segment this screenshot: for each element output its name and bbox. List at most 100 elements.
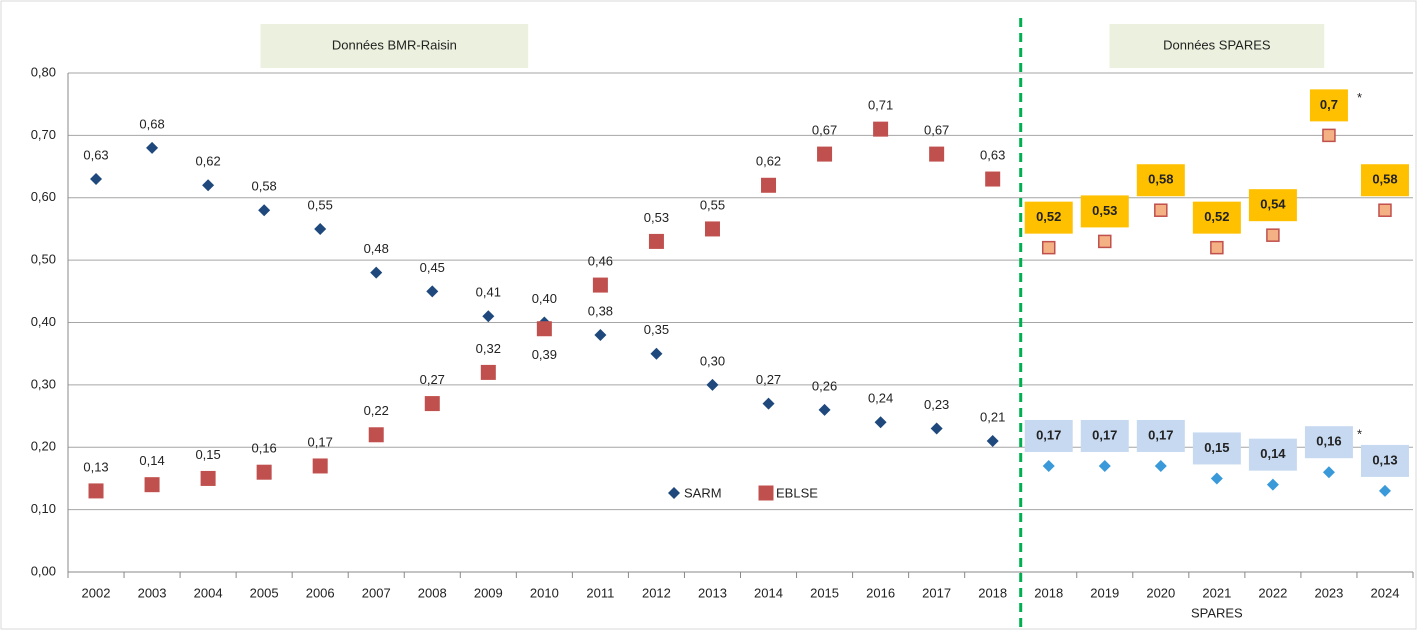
value-label: 0,62: [195, 154, 220, 169]
value-label: 0,53: [1092, 203, 1117, 218]
value-label: 0,46: [588, 254, 613, 269]
x-tick-label: 2013: [698, 585, 727, 600]
value-label: 0,23: [924, 397, 949, 412]
value-label: 0,15: [195, 447, 220, 462]
marker: [873, 121, 889, 137]
marker: [930, 422, 943, 435]
value-label: 0,27: [756, 372, 781, 387]
section-title: Données SPARES: [1163, 37, 1271, 52]
marker: [762, 397, 775, 410]
value-label: 0,55: [700, 197, 725, 212]
marker: [1154, 459, 1167, 472]
x-tick-label: 2023: [1314, 585, 1343, 600]
y-tick-label: 0,30: [31, 376, 56, 391]
marker: [426, 285, 439, 298]
value-label: 0,54: [1260, 197, 1286, 212]
value-label: 0,14: [139, 453, 164, 468]
x-tick-label: 2005: [250, 585, 279, 600]
section-subtitle: SPARES: [1191, 605, 1243, 620]
value-label-box: [1304, 426, 1353, 459]
y-tick-label: 0,60: [31, 189, 56, 204]
value-label: 0,53: [644, 210, 669, 225]
marker: [88, 483, 104, 499]
y-tick-label: 0,50: [31, 252, 56, 267]
marker: [594, 328, 607, 341]
value-label: 0,27: [420, 372, 445, 387]
marker: [1322, 128, 1336, 143]
marker: [761, 177, 777, 193]
marker: [144, 477, 160, 493]
value-label: 0,71: [868, 98, 893, 113]
value-label: 0,38: [588, 303, 613, 318]
annotation: *: [1357, 427, 1362, 442]
value-label: 0,17: [1036, 427, 1061, 442]
marker: [592, 277, 608, 293]
x-tick-label: 2015: [810, 585, 839, 600]
x-tick-label: 2022: [1258, 585, 1287, 600]
x-tick-label: 2012: [642, 585, 671, 600]
y-tick-label: 0,80: [31, 64, 56, 79]
value-label: 0,40: [532, 291, 557, 306]
x-tick-label: 2010: [530, 585, 559, 600]
value-label: 0,21: [980, 409, 1005, 424]
value-label: 0,55: [308, 197, 333, 212]
value-label: 0,35: [644, 322, 669, 337]
marker: [370, 266, 383, 279]
marker: [817, 146, 833, 162]
value-label-box: [1360, 444, 1409, 477]
marker: [202, 179, 215, 192]
section-title-box: [260, 24, 529, 68]
value-label: 0,13: [1372, 452, 1397, 467]
marker: [258, 204, 271, 217]
x-tick-label: 2009: [474, 585, 503, 600]
marker: [929, 146, 945, 162]
section-title: Données BMR-Raisin: [332, 37, 457, 52]
value-label-box: [1024, 201, 1073, 234]
value-label: 0,15: [1204, 440, 1229, 455]
marker: [1266, 228, 1280, 242]
marker: [706, 378, 719, 391]
value-label: 0,17: [1092, 427, 1117, 442]
marker: [1098, 459, 1111, 472]
value-label-box: [1136, 419, 1185, 452]
marker: [874, 416, 887, 429]
legend-label: SARM: [684, 485, 722, 500]
value-label-box: [1080, 419, 1129, 452]
marker: [818, 403, 831, 416]
marker: [1322, 466, 1335, 479]
marker: [650, 347, 663, 360]
legend-label: EBLSE: [776, 485, 818, 500]
x-tick-label: 2017: [922, 585, 951, 600]
marker: [1210, 240, 1224, 255]
value-label: 0,39: [532, 347, 557, 362]
value-label-box: [1309, 89, 1348, 122]
marker: [1042, 459, 1055, 472]
x-tick-label: 2020: [1146, 585, 1175, 600]
marker: [312, 458, 328, 474]
value-label-box: [1192, 432, 1241, 465]
x-tick-label: 2018: [978, 585, 1007, 600]
value-label: 0,58: [1372, 172, 1397, 187]
marker: [986, 435, 999, 448]
marker: [200, 470, 216, 486]
marker: [668, 487, 680, 499]
value-label: 0,63: [980, 147, 1005, 162]
x-tick-label: 2007: [362, 585, 391, 600]
marker: [1154, 203, 1168, 217]
y-tick-label: 0,20: [31, 439, 56, 454]
x-tick-label: 2019: [1090, 585, 1119, 600]
value-label: 0,63: [83, 147, 108, 162]
value-label-box: [1024, 419, 1073, 452]
value-label: 0,41: [476, 285, 501, 300]
value-label: 0,16: [1316, 434, 1341, 449]
value-label-box: [1360, 164, 1409, 197]
x-tick-label: 2003: [138, 585, 167, 600]
marker: [480, 364, 496, 380]
marker: [1098, 234, 1112, 249]
value-label: 0,30: [700, 353, 725, 368]
marker: [1266, 478, 1279, 491]
marker: [314, 222, 327, 235]
value-label: 0,7: [1320, 97, 1338, 112]
value-label-box: [1248, 438, 1297, 471]
